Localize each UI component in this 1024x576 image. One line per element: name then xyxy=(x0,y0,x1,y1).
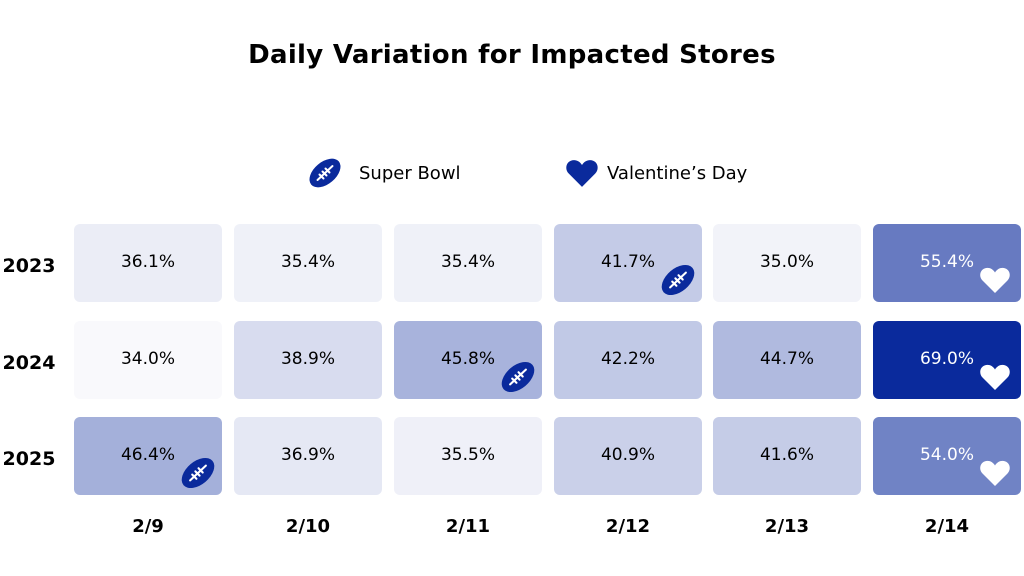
heatmap-cell-2024-2-10: 38.9% xyxy=(234,321,382,399)
heart-icon xyxy=(979,264,1011,300)
col-label-2-10: 2/10 xyxy=(285,516,331,537)
cell-value: 41.7% xyxy=(600,252,655,272)
cell-value: 34.0% xyxy=(120,349,175,369)
football-icon xyxy=(497,356,539,402)
heatmap-cell-2025-2-10: 36.9% xyxy=(234,417,382,495)
heatmap-cell-2025-2-14: 54.0% xyxy=(873,417,1021,495)
row-label-2025: 2025 xyxy=(2,448,56,470)
cell-value: 40.9% xyxy=(600,445,655,465)
heatmap-cell-2025-2-12: 40.9% xyxy=(554,417,702,495)
heatmap-cell-2023-2-12: 41.7% xyxy=(554,224,702,302)
cell-value: 46.4% xyxy=(120,445,175,465)
cell-value: 54.0% xyxy=(919,445,974,465)
heatmap-cell-2023-2-10: 35.4% xyxy=(234,224,382,302)
heart-icon xyxy=(565,156,599,190)
cell-value: 35.4% xyxy=(440,252,495,272)
legend-label-super-bowl: Super Bowl xyxy=(359,162,461,184)
cell-value: 35.0% xyxy=(759,252,814,272)
cell-value: 55.4% xyxy=(919,252,974,272)
row-label-2024: 2024 xyxy=(2,352,56,374)
heatmap-cell-2024-2-11: 45.8% xyxy=(394,321,542,399)
col-label-2-13: 2/13 xyxy=(764,516,810,537)
football-icon xyxy=(657,259,699,305)
heatmap-cell-2023-2-11: 35.4% xyxy=(394,224,542,302)
row-label-2023: 2023 xyxy=(2,255,56,277)
cell-value: 44.7% xyxy=(759,349,814,369)
legend-valentines-day: Valentine’s Day xyxy=(565,156,747,190)
heatmap-cell-2025-2-9: 46.4% xyxy=(74,417,222,495)
col-label-2-14: 2/14 xyxy=(924,516,970,537)
col-label-2-9: 2/9 xyxy=(132,516,164,537)
heatmap-cell-2025-2-11: 35.5% xyxy=(394,417,542,495)
cell-value: 36.1% xyxy=(120,252,175,272)
cell-value: 36.9% xyxy=(280,445,335,465)
heatmap-cell-2025-2-13: 41.6% xyxy=(713,417,861,495)
cell-value: 69.0% xyxy=(919,349,974,369)
chart-title: Daily Variation for Impacted Stores xyxy=(248,40,776,70)
football-icon xyxy=(177,452,219,498)
legend-super-bowl: Super Bowl xyxy=(305,153,461,193)
heatmap-cell-2023-2-14: 55.4% xyxy=(873,224,1021,302)
cell-value: 38.9% xyxy=(280,349,335,369)
heatmap-cell-2024-2-14: 69.0% xyxy=(873,321,1021,399)
cell-value: 42.2% xyxy=(600,349,655,369)
cell-value: 45.8% xyxy=(440,349,495,369)
heatmap-cell-2024-2-9: 34.0% xyxy=(74,321,222,399)
heatmap-cell-2023-2-13: 35.0% xyxy=(713,224,861,302)
col-label-2-12: 2/12 xyxy=(605,516,651,537)
legend-label-valentines-day: Valentine’s Day xyxy=(607,162,748,184)
heatmap-cell-2023-2-9: 36.1% xyxy=(74,224,222,302)
football-icon xyxy=(305,153,345,193)
cell-value: 41.6% xyxy=(759,445,814,465)
heart-icon xyxy=(979,457,1011,493)
heart-icon xyxy=(979,361,1011,397)
cell-value: 35.4% xyxy=(280,252,335,272)
heatmap-cell-2024-2-13: 44.7% xyxy=(713,321,861,399)
col-label-2-11: 2/11 xyxy=(445,516,491,537)
heatmap-cell-2024-2-12: 42.2% xyxy=(554,321,702,399)
cell-value: 35.5% xyxy=(440,445,495,465)
